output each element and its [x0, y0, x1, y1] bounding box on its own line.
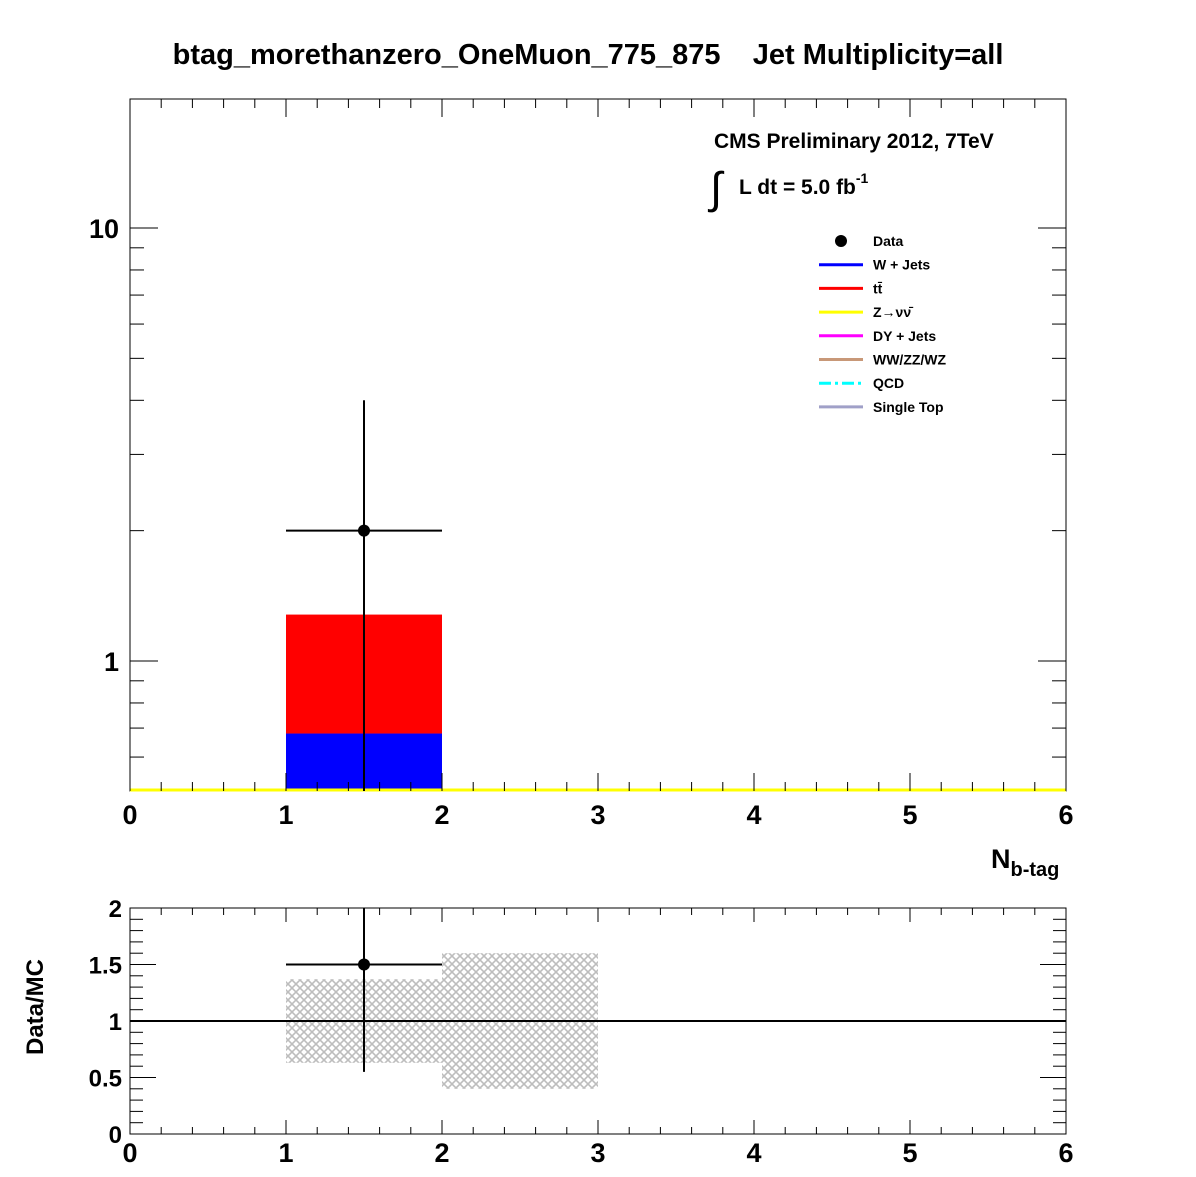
legend: Data W + Jets tt̄ Z→νν̄ DY + Jets WW/ZZ/WZ QCD…: [819, 233, 947, 415]
ratio-points: [286, 908, 442, 1072]
legend-label: Z→νν̄: [873, 304, 914, 320]
x-tick-label: 1: [278, 800, 293, 830]
ratio-x-tick-label: 0: [122, 1138, 137, 1168]
luminosity-text: L dt = 5.0 fb: [739, 176, 856, 199]
x-tick-label: 0: [122, 800, 137, 830]
legend-label: Data: [873, 233, 904, 249]
ratio-y-tick-label: 1.5: [89, 953, 122, 980]
legend-marker: [835, 235, 847, 247]
ratio-x-tick-label: 3: [590, 1138, 605, 1168]
luminosity-label: L dt = 5.0 fb-1: [739, 170, 869, 199]
x-axis-label: Nb-tag: [991, 844, 1059, 881]
y-tick-label: 10: [89, 214, 119, 244]
x-tick-label: 3: [590, 800, 605, 830]
data-point: [358, 524, 370, 537]
cms-label: CMS Preliminary 2012, 7TeV: [714, 130, 994, 153]
ratio-x-tick-label: 4: [746, 1138, 761, 1168]
x-tick-label: 4: [746, 800, 761, 830]
chart-title: btag_morethanzero_OneMuon_775_875 Jet Mu…: [173, 39, 1004, 71]
legend-label: W + Jets: [873, 257, 930, 273]
ratio-point: [358, 958, 370, 971]
ratio-x-tick-label: 2: [434, 1138, 449, 1168]
ratio-y-tick-label: 0.5: [89, 1066, 122, 1093]
x-tick-label: 2: [434, 800, 449, 830]
main-axes: 0 1 2 3 4 5 6 1 10: [89, 99, 1074, 830]
x-axis-label-main: N: [991, 844, 1011, 874]
x-tick-label: 6: [1058, 800, 1073, 830]
x-axis-label-sub: b-tag: [1011, 859, 1060, 881]
data-points: [286, 400, 442, 791]
legend-label: QCD: [873, 375, 904, 391]
legend-label: DY + Jets: [873, 328, 936, 344]
ratio-x-tick-label: 6: [1058, 1138, 1073, 1168]
ratio-x-tick-label: 5: [902, 1138, 917, 1168]
luminosity-exponent: -1: [856, 170, 869, 186]
ratio-y-tick-label: 1: [109, 1009, 122, 1036]
main-plot-frame: [129, 98, 1067, 792]
legend-label: WW/ZZ/WZ: [873, 352, 947, 368]
ratio-y-tick-label: 0: [109, 1122, 122, 1149]
x-tick-label: 5: [902, 800, 917, 830]
ratio-x-tick-label: 1: [278, 1138, 293, 1168]
legend-label: tt̄: [873, 280, 883, 296]
y-tick-label: 1: [104, 647, 119, 677]
ratio-y-tick-label: 2: [109, 896, 122, 923]
stacked-bars: [130, 614, 1066, 792]
ratio-y-axis-label: Data/MC: [22, 959, 49, 1055]
integral-sign: ∫: [707, 164, 725, 213]
ratio-axes: 0 1 2 3 4 5 6 0 0.5 1 1.5 2: [89, 896, 1074, 1168]
legend-label: Single Top: [873, 399, 944, 415]
